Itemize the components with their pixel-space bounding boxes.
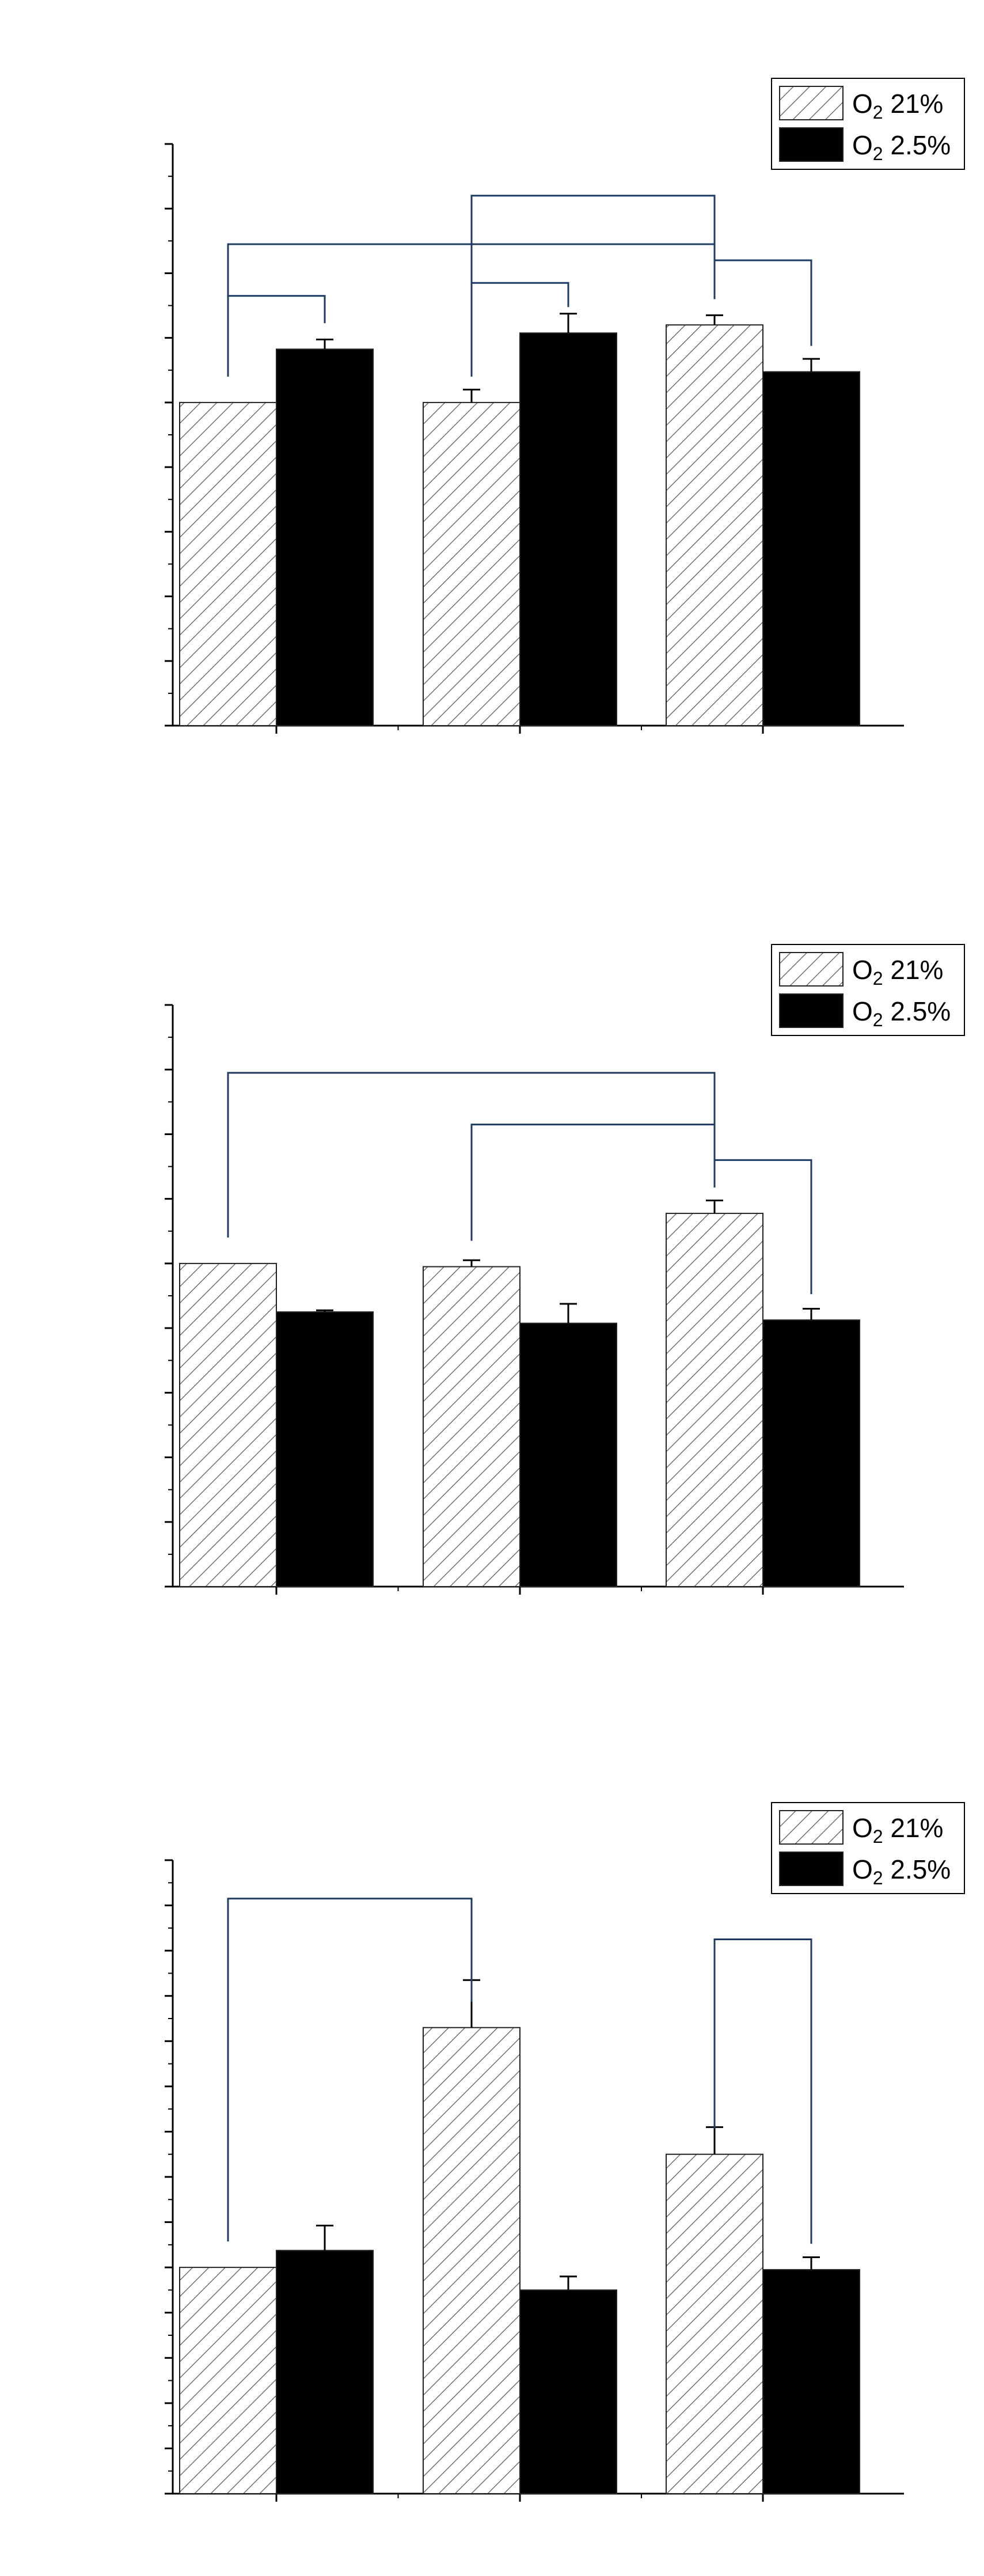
- legend-entry: O2 2.5%: [852, 130, 951, 164]
- significance-bracket: [470, 282, 569, 377]
- bar-o2-21: [423, 1266, 521, 1587]
- legend: O2 21% O2 2.5%: [771, 944, 965, 1036]
- bar-o2-2-5: [519, 2289, 617, 2494]
- legend-entry: O2 2.5%: [852, 996, 951, 1030]
- chart-panel-2: O2 21% O2 2.5%: [165, 1802, 965, 2502]
- bar-o2-21: [179, 1262, 277, 1587]
- bar-o2-21: [666, 2153, 763, 2495]
- chart-panel-1: O2 21% O2 2.5%: [165, 944, 965, 1595]
- bar-o2-2-5: [762, 1319, 860, 1587]
- bar-o2-21: [423, 2027, 521, 2495]
- legend-entry: O2 2.5%: [852, 1854, 951, 1888]
- bar-o2-2-5: [276, 1311, 374, 1588]
- bar-o2-21: [666, 324, 763, 726]
- significance-bracket: [713, 1938, 812, 2244]
- legend-entry: O2 21%: [852, 955, 943, 989]
- bar-o2-21: [179, 401, 277, 726]
- bar-o2-21: [423, 401, 521, 726]
- bar-o2-2-5: [762, 2269, 860, 2495]
- legend-swatch: [779, 127, 844, 162]
- legend-entry: O2 21%: [852, 1813, 943, 1847]
- significance-bracket: [713, 259, 812, 346]
- legend-swatch: [779, 993, 844, 1028]
- legend-swatch: [779, 952, 844, 987]
- bar-o2-2-5: [276, 348, 374, 726]
- legend-swatch: [779, 1810, 844, 1845]
- significance-bracket: [713, 1159, 812, 1295]
- legend: O2 21% O2 2.5%: [771, 1802, 965, 1894]
- legend-swatch: [779, 1852, 844, 1886]
- legend-entry: O2 21%: [852, 89, 943, 123]
- significance-bracket: [227, 1898, 473, 2242]
- chart-panel-0: O2 21% O2 2.5%: [165, 78, 965, 734]
- bar-o2-2-5: [276, 2249, 374, 2494]
- significance-bracket: [470, 1124, 716, 1241]
- bar-o2-21: [666, 1212, 763, 1588]
- bar-o2-21: [179, 2267, 277, 2494]
- bar-o2-2-5: [762, 371, 860, 726]
- legend-swatch: [779, 86, 844, 120]
- bar-o2-2-5: [519, 332, 617, 726]
- bar-o2-2-5: [519, 1322, 617, 1587]
- legend: O2 21% O2 2.5%: [771, 78, 965, 170]
